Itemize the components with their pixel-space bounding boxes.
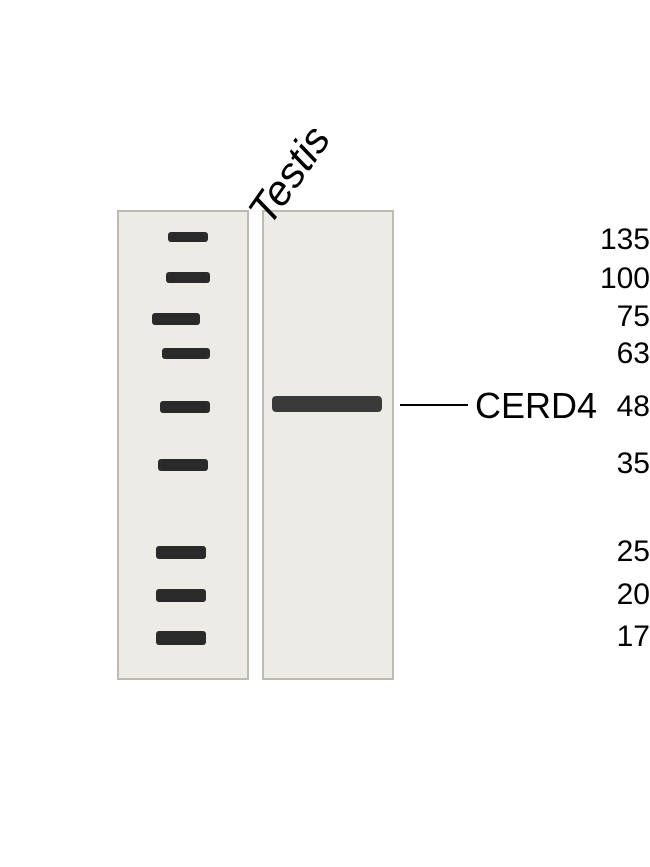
mw-label: 63 <box>540 339 650 369</box>
band-pointer-line <box>400 404 468 406</box>
mw-label: 20 <box>540 580 650 610</box>
ladder-band <box>156 589 206 602</box>
ladder-band <box>152 313 200 325</box>
mw-label: 25 <box>540 537 650 567</box>
ladder-band <box>162 348 210 359</box>
protein-label: CERD4 <box>475 388 597 424</box>
mw-label: 100 <box>540 264 650 294</box>
ladder-band <box>166 272 210 283</box>
western-blot-figure: { "ladder_label_x_right": 110, "ladder_b… <box>0 0 650 867</box>
ladder-band <box>158 459 208 471</box>
mw-label: 17 <box>540 622 650 652</box>
ladder-band <box>156 631 206 645</box>
mw-label: 135 <box>540 225 650 255</box>
ladder-band <box>156 546 206 559</box>
sample-lane <box>262 210 394 680</box>
sample-band <box>272 396 382 412</box>
mw-label: 35 <box>540 449 650 479</box>
mw-label: 75 <box>540 302 650 332</box>
ladder-band <box>168 232 208 242</box>
ladder-band <box>160 401 210 413</box>
